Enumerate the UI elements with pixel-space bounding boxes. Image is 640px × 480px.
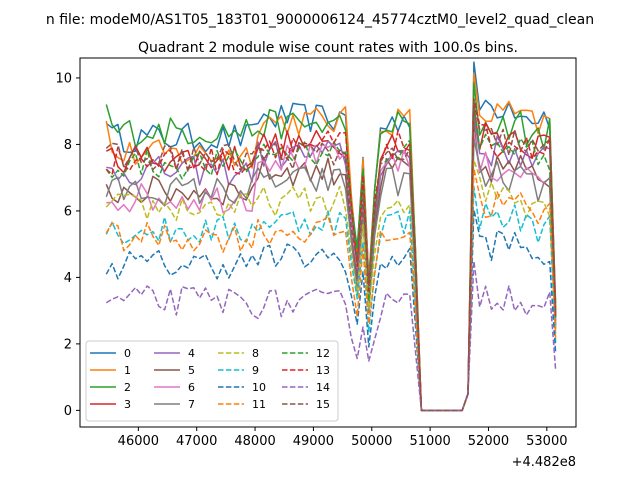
legend-entry-8: 8 (218, 347, 259, 360)
legend-entry-14: 14 (282, 381, 330, 394)
y-axis: 0 2 4 6 8 10 (55, 71, 80, 419)
legend-label: 3 (124, 398, 131, 411)
legend-label: 0 (124, 347, 131, 360)
legend-entry-1: 1 (90, 364, 131, 377)
x-tick-label: 46000 (118, 434, 159, 449)
legend-entry-4: 4 (154, 347, 195, 360)
legend-label: 1 (124, 364, 131, 377)
legend-label: 15 (316, 398, 330, 411)
legend-entry-2: 2 (90, 381, 131, 394)
x-tick-label: 53000 (526, 434, 567, 449)
legend-entry-3: 3 (90, 398, 131, 411)
series-line-5 (105, 124, 557, 412)
legend-label: 14 (316, 381, 330, 394)
series-line-9 (105, 186, 557, 412)
legend-label: 8 (252, 347, 259, 360)
legend-label: 6 (188, 381, 195, 394)
legend-entry-10: 10 (218, 381, 266, 394)
x-tick-label: 52000 (468, 434, 509, 449)
series-line-10 (105, 208, 557, 412)
series-line-3 (105, 102, 557, 412)
x-tick-label: 47000 (176, 434, 217, 449)
figure-suptitle: n file: modeM0/AS1T05_183T01_9000006124_… (46, 12, 594, 28)
legend-label: 11 (252, 398, 266, 411)
legend-entry-12: 12 (282, 347, 330, 360)
y-tick-label: 6 (64, 204, 72, 219)
series-line-8 (105, 159, 557, 412)
series-line-12 (105, 105, 557, 412)
chart-title: Quadrant 2 module wise count rates with … (138, 40, 518, 56)
legend-label: 13 (316, 364, 330, 377)
legend-label: 5 (188, 364, 195, 377)
y-tick-label: 2 (64, 337, 72, 352)
y-tick-label: 4 (64, 271, 72, 286)
x-tick-label: 49000 (293, 434, 334, 449)
series-layer (105, 61, 557, 412)
series-line-7 (105, 138, 557, 412)
legend-entry-9: 9 (218, 364, 259, 377)
series-line-1 (105, 72, 557, 412)
series-line-11 (105, 167, 557, 412)
series-line-14 (105, 260, 557, 412)
x-offset-label: +4.482e8 (512, 455, 576, 470)
legend-entry-11: 11 (218, 398, 266, 411)
legend-label: 4 (188, 347, 195, 360)
legend-frame (85, 340, 339, 422)
x-tick-label: 48000 (234, 434, 275, 449)
series-line-0 (105, 61, 557, 412)
series-line-15 (105, 99, 557, 412)
axes-frame (79, 57, 577, 428)
legend-entry-5: 5 (154, 364, 195, 377)
x-tick-label: 51000 (409, 434, 450, 449)
legend-label: 12 (316, 347, 330, 360)
x-tick-label: 50000 (351, 434, 392, 449)
series-line-6 (106, 131, 557, 412)
legend-entry-0: 0 (90, 347, 131, 360)
legend-label: 7 (188, 398, 195, 411)
legend-entry-6: 6 (154, 381, 195, 394)
legend-entry-15: 15 (282, 398, 330, 411)
legend-entry-7: 7 (154, 398, 195, 411)
x-axis: 46000 47000 48000 49000 50000 51000 52000 53000 (118, 427, 568, 449)
legend-entry-13: 13 (282, 364, 330, 377)
legend-label: 9 (252, 364, 259, 377)
y-tick-label: 8 (64, 138, 72, 153)
legend-label: 10 (252, 381, 266, 394)
plot-area: 46000 47000 48000 49000 50000 51000 52000 53000… (55, 57, 577, 449)
series-line-13 (105, 97, 557, 412)
legend-label: 2 (124, 381, 131, 394)
y-tick-label: 10 (55, 71, 72, 86)
y-tick-label: 0 (64, 404, 72, 419)
